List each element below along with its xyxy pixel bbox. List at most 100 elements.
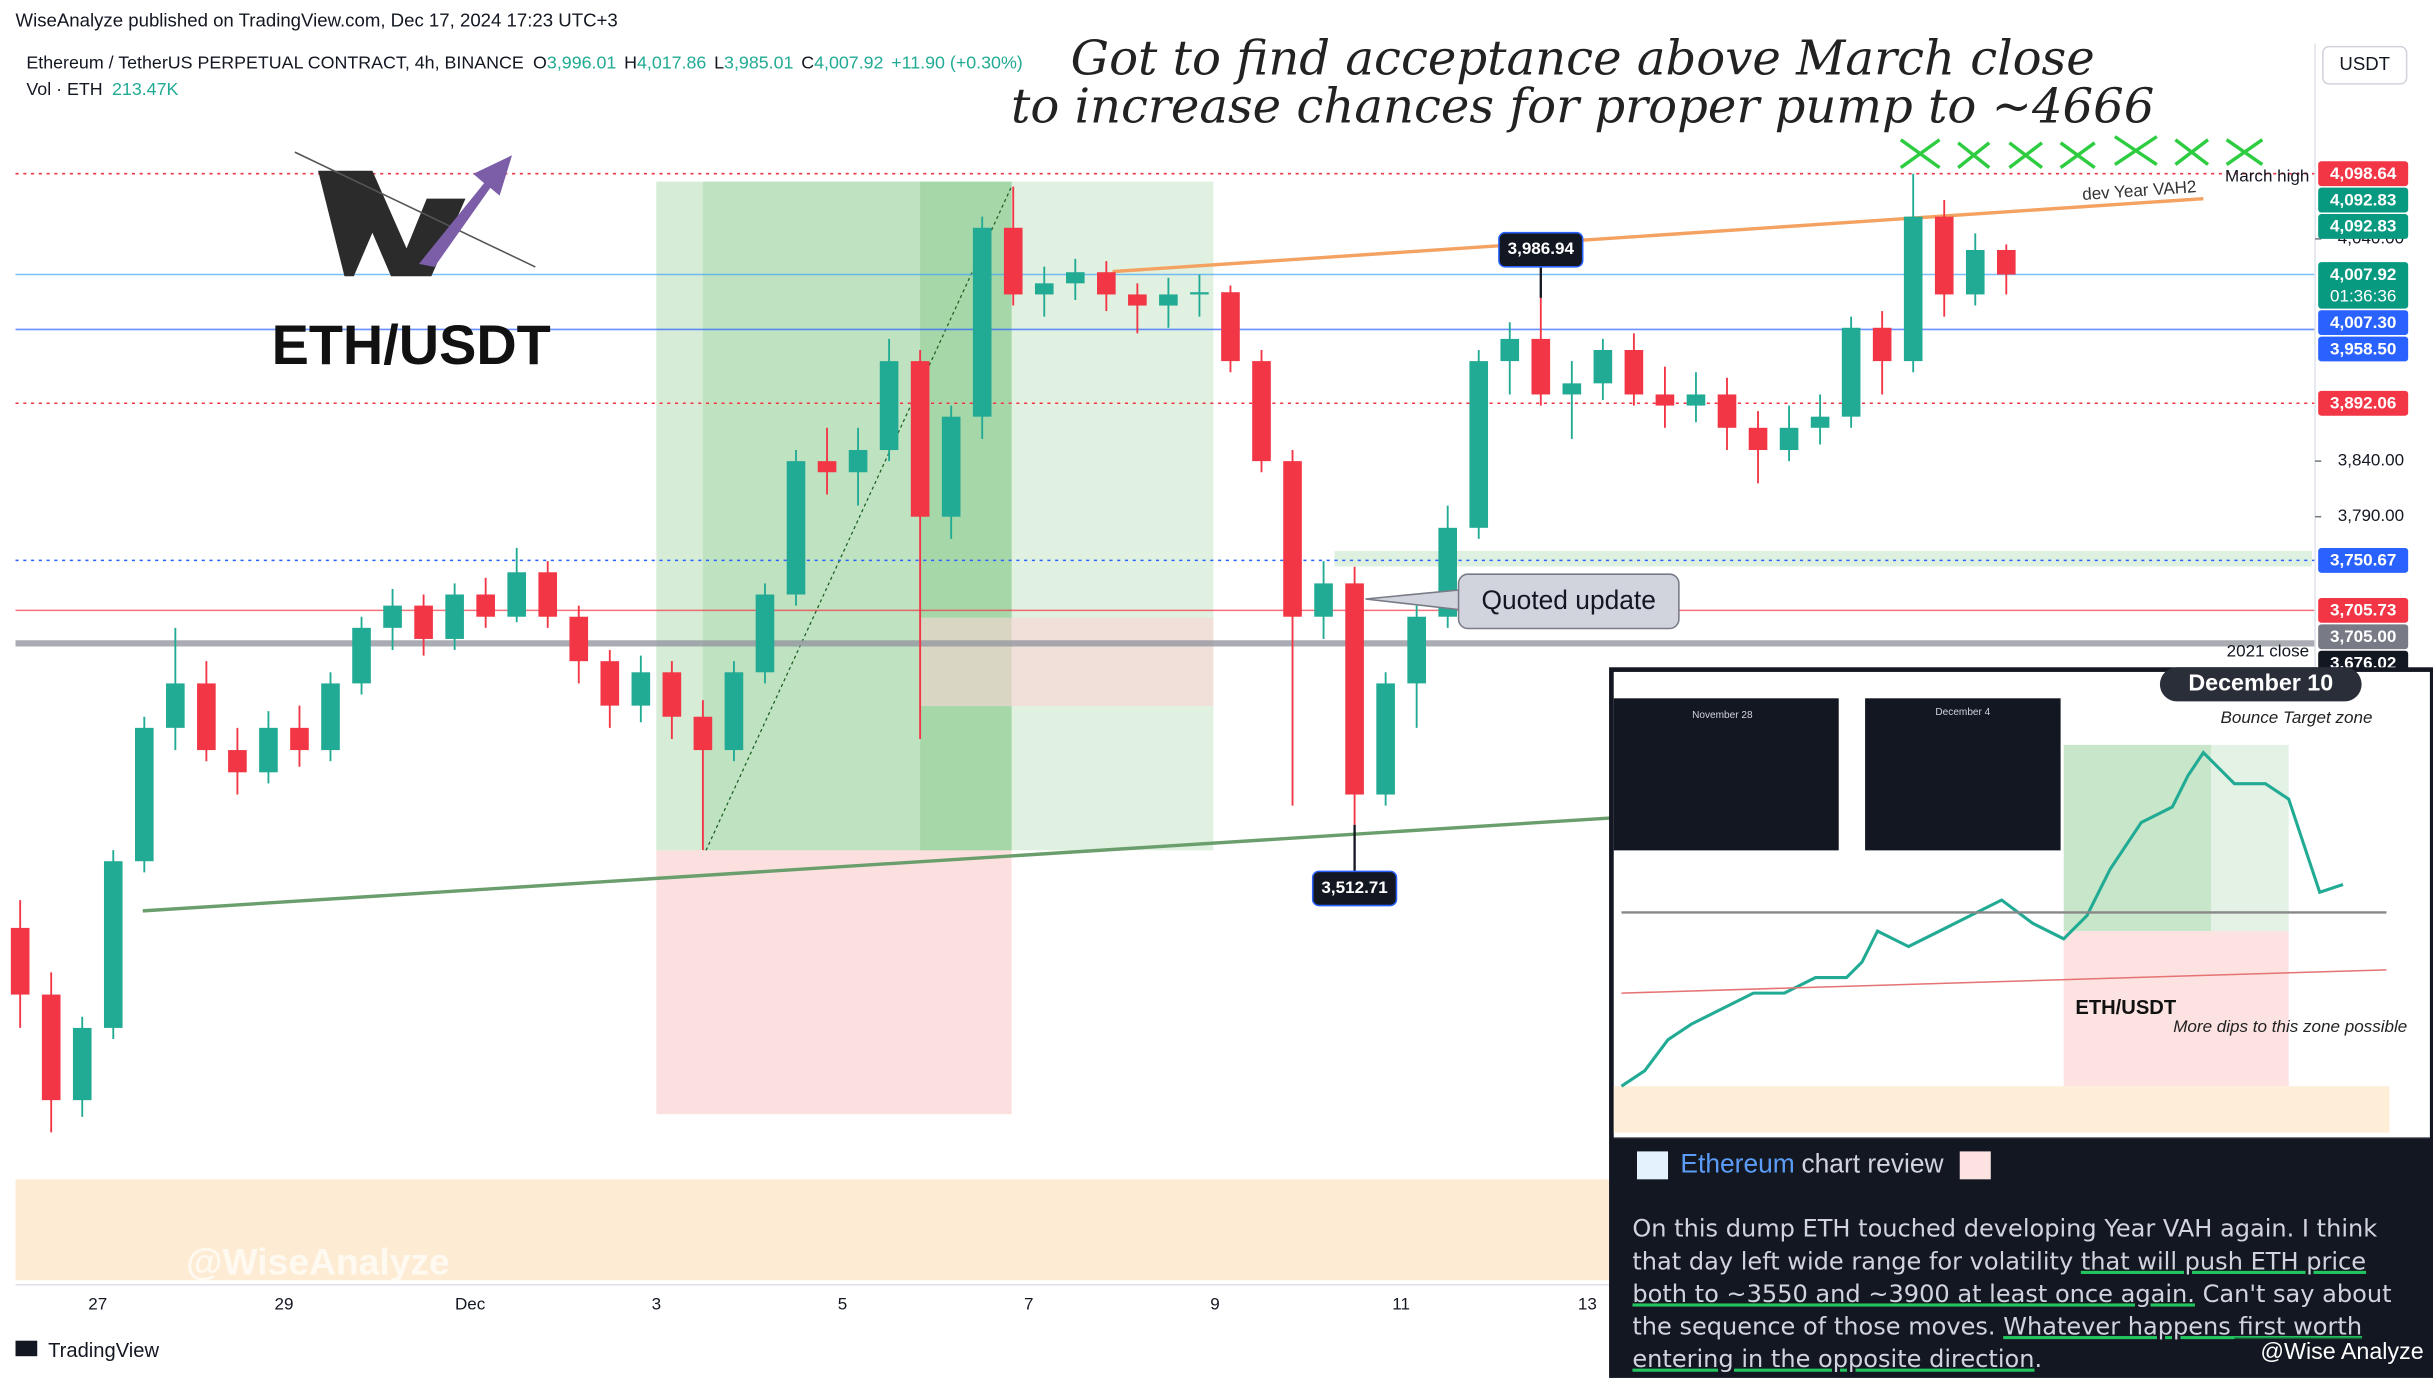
author: @Wise Analyze — [2260, 1338, 2423, 1364]
chart-label: ETH/USDT — [272, 313, 551, 376]
candle-body — [755, 594, 775, 673]
callout-label: 3,512.71 — [1321, 878, 1387, 897]
price-label-box — [2318, 187, 2409, 213]
change: +11.90 (+0.30%) — [891, 52, 1023, 72]
candle-body — [941, 416, 961, 517]
price-label-box — [2318, 262, 2409, 309]
candle-body — [1748, 427, 1768, 451]
x-tick-label: 9 — [1210, 1295, 1219, 1314]
candle-body — [1872, 327, 1892, 362]
x-tick-label: 11 — [1392, 1295, 1410, 1314]
candle-body — [879, 361, 899, 451]
ohlc-value: 3,996.01 — [547, 52, 616, 72]
candle-body — [1779, 427, 1799, 451]
loss-zone — [656, 850, 1012, 1115]
candle-body — [290, 727, 309, 751]
candle-body — [1996, 249, 2016, 275]
candle-body — [693, 716, 713, 751]
review-segment: . — [2034, 1345, 2043, 1374]
x-tick-label: 27 — [88, 1295, 107, 1314]
candle-body — [972, 227, 992, 417]
candle-body — [569, 616, 589, 662]
candle-body — [848, 450, 868, 473]
callout-box — [1311, 870, 1398, 907]
candle-body — [1965, 249, 1985, 295]
x-tick-label: 3 — [652, 1295, 661, 1314]
price-label: 3,892.06 — [2330, 394, 2396, 413]
candle-body — [1500, 338, 1520, 362]
candle-body — [1034, 283, 1054, 295]
countdown: 01:36:36 — [2330, 287, 2396, 306]
price-label: 4,007.92 — [2330, 265, 2396, 284]
candle-body — [72, 1027, 92, 1101]
candle-body — [724, 672, 744, 751]
candle-body — [1934, 216, 1954, 295]
x-tick-label: 7 — [1024, 1295, 1033, 1314]
price-label: 4,007.30 — [2330, 313, 2396, 332]
candle-body — [1283, 461, 1302, 617]
candle-body — [1717, 394, 1737, 428]
price-label: 4,092.83 — [2330, 190, 2396, 209]
candle-body — [383, 605, 402, 628]
candle-body — [1065, 272, 1085, 284]
logo — [294, 151, 536, 277]
ohlc-letter: O — [533, 52, 547, 72]
price-label-box — [2318, 624, 2409, 650]
price-label-box — [2318, 310, 2409, 336]
candle-body — [786, 461, 806, 595]
candle-body — [228, 750, 247, 773]
review-title: chart review — [1801, 1148, 1944, 1178]
ohlc-value: 3,985.01 — [724, 52, 793, 72]
ohlc-letter: H — [624, 52, 637, 72]
candle-body — [631, 672, 651, 706]
price-label-box — [2318, 547, 2409, 573]
candle-body — [134, 727, 154, 862]
candle-body — [1810, 416, 1830, 428]
review-text: On this dump ETH touched developing Year… — [1632, 1213, 2426, 1376]
cross-marks — [1899, 135, 2264, 170]
price-label-box — [2318, 336, 2409, 362]
candle-body — [259, 727, 278, 773]
inset-note: Bounce Target zone — [2220, 708, 2372, 727]
quoted-bubble — [1365, 573, 1680, 630]
review-segment: Whatever happens first worth entering in… — [1632, 1312, 2363, 1374]
candle-body — [1128, 294, 1147, 306]
footer: TradingView — [48, 1340, 159, 1362]
candle-body — [321, 683, 340, 751]
note: March high — [2225, 166, 2309, 185]
volume-value: 213.47K — [112, 79, 179, 99]
candle-body — [600, 661, 620, 706]
candle-body — [910, 361, 930, 517]
inset-card: November 28 — [1692, 710, 1753, 721]
inset-card: December 4 — [1935, 707, 1990, 718]
candle-body — [1624, 350, 1644, 395]
candle-body — [1562, 383, 1582, 395]
inset — [1609, 667, 2433, 1378]
author-bg — [2234, 1337, 2430, 1369]
candle-body — [1686, 394, 1706, 406]
candle-body — [1903, 216, 1923, 362]
ohlc-value: 4,007.92 — [814, 52, 883, 72]
candle-body — [507, 572, 527, 617]
callout-box — [1498, 231, 1584, 268]
candle-body — [1407, 616, 1426, 684]
volume-label: Vol · ETH — [26, 79, 102, 99]
review-title: Ethereum — [1680, 1148, 1794, 1178]
watermark: @WiseAnalyze — [186, 1240, 450, 1282]
review-text-box: On this dump ETH touched developing Year… — [1632, 1213, 2426, 1376]
x-tick-label: 5 — [838, 1295, 847, 1314]
price-label-box — [2318, 161, 2409, 187]
price-label: 3,705.00 — [2330, 627, 2396, 646]
candle-body — [1841, 327, 1861, 417]
candle-body — [414, 605, 433, 639]
candle-body — [1469, 361, 1489, 528]
x-tick-label: 13 — [1578, 1295, 1597, 1314]
annotation: Got to find acceptance above March close — [1071, 31, 2095, 87]
y-tick-label: 3,790.00 — [2338, 506, 2404, 525]
candle-body — [1376, 683, 1395, 795]
candle-body — [1252, 361, 1271, 462]
candle-body — [41, 994, 61, 1101]
candle-body — [166, 683, 185, 728]
candle-body — [352, 627, 371, 684]
inset-note: More dips to this zone possible — [2173, 1017, 2407, 1036]
